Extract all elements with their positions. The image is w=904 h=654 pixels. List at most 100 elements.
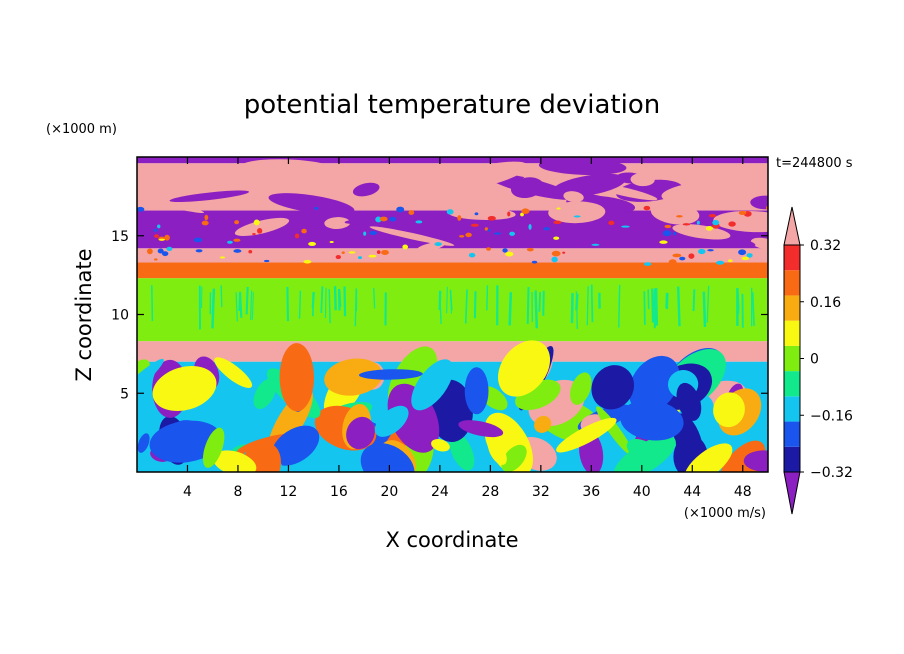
pattern-speckle-33 [166,246,173,251]
pattern-low-9 [449,432,475,471]
pattern-streak-60 [449,290,453,311]
pattern-speckle-38 [621,225,630,228]
pattern-high-13 [159,213,182,234]
pattern-speckle-41 [193,237,203,243]
pattern-low-76 [628,355,680,413]
pattern-high-32 [240,159,335,177]
x-tick-label: 20 [380,484,398,500]
pattern-streak-17 [251,292,254,320]
colorbar: 0.32 0.16 0 −0.16 −0.32 [783,206,853,515]
x-axis-label: X coordinate [385,528,518,552]
pattern-low-71 [137,358,164,406]
pattern-low-57 [501,444,527,472]
y-tick-label: 5 [120,386,129,402]
colorbar-segment [784,396,800,422]
x-axis: 4 8 12 16 20 24 28 32 36 40 44 48 [183,157,752,500]
pattern-streak-32 [320,286,324,313]
colorbar-tick-label: −0.32 [810,465,853,481]
pattern-low-68 [626,439,661,464]
colorbar-extend-min [783,471,801,515]
pattern-speckle-73 [335,255,342,260]
pattern-high-29 [552,173,626,197]
pattern-speckle-2 [233,238,241,242]
pattern-speckle-86 [698,248,706,255]
pattern-speckle-78 [376,250,381,254]
pattern-speckle-52 [303,259,312,264]
pattern-speckle-15 [459,234,465,238]
pattern-speckle-67 [157,248,164,254]
pattern-speckle-93 [741,256,750,261]
pattern-speckle-28 [348,251,356,254]
pattern-streak-54 [373,288,376,309]
pattern-speckle-57 [470,223,479,227]
pattern-speckle-85 [257,228,263,234]
pattern-speckle-81 [294,233,300,239]
pattern-speckle-0 [219,256,226,259]
pattern-speckle-62 [161,251,169,257]
pattern-streak-67 [737,292,740,310]
band-0 [137,157,768,164]
band-4 [137,262,768,279]
pattern-low-17 [137,433,150,453]
pattern-streak-19 [526,287,530,324]
colorbar-tick-label: 0.32 [810,238,841,254]
pattern-speckle-84 [643,205,651,211]
pattern-low-88 [202,427,225,468]
colorbar-segment [784,421,800,447]
colorbar-segment [784,270,800,296]
pattern-low-69 [458,420,504,438]
pattern-high-36 [437,161,529,192]
x-units-label: (×1000 m/s) [684,506,766,521]
time-label: t=244800 s [776,156,853,171]
pattern-speckle-42 [708,213,717,218]
pattern-speckle-61 [157,224,161,229]
x-tick-label: 16 [330,484,348,500]
pattern-speckle-16 [252,233,256,236]
pattern-low-59 [684,443,733,472]
pattern-streak-28 [702,291,707,328]
pattern-speckle-89 [468,252,476,258]
pattern-speckle-27 [668,259,677,265]
pattern-speckle-47 [643,262,652,266]
y-tick-label: 15 [111,229,129,245]
pattern-speckle-8 [746,253,753,258]
colorbar-segment [784,320,800,346]
plot-area [137,157,768,472]
pattern-streak-39 [238,293,242,312]
blob-layer [137,157,768,472]
pattern-speckle-37 [520,212,524,217]
x-tick-label: 8 [233,484,242,500]
pattern-speckle-64 [662,230,672,237]
pattern-speckle-58 [728,221,736,227]
pattern-low-67 [498,340,551,397]
pattern-speckle-50 [195,249,203,253]
pattern-streak-25 [486,285,489,311]
x-tick-label: 40 [633,484,651,500]
x-tick-label: 28 [481,484,499,500]
pattern-streak-46 [464,289,468,324]
pattern-speckle-20 [562,251,566,254]
pattern-speckle-43 [608,220,615,226]
pattern-speckle-32 [396,206,405,213]
pattern-speckle-3 [329,240,334,243]
pattern-speckle-24 [591,243,600,246]
pattern-speckle-30 [707,249,714,252]
y-axis-label: Z coordinate [72,248,96,381]
colorbar-segment [784,371,800,397]
pattern-streak-11 [665,292,668,309]
pattern-low-53 [360,443,415,472]
pattern-high-10 [324,217,351,229]
pattern-high-28 [188,219,237,238]
pattern-speckle-17 [487,215,496,221]
pattern-speckle-92 [446,209,454,215]
pattern-speckle-55 [434,242,442,247]
pattern-speckle-36 [712,219,720,226]
band-3 [137,248,768,263]
pattern-high-14 [536,223,579,234]
pattern-low-32 [253,378,277,410]
colorbar-tick-label: −0.16 [810,408,853,424]
pattern-high-20 [510,177,544,199]
pattern-streak-57 [245,286,249,315]
pattern-streak-3 [328,289,331,324]
